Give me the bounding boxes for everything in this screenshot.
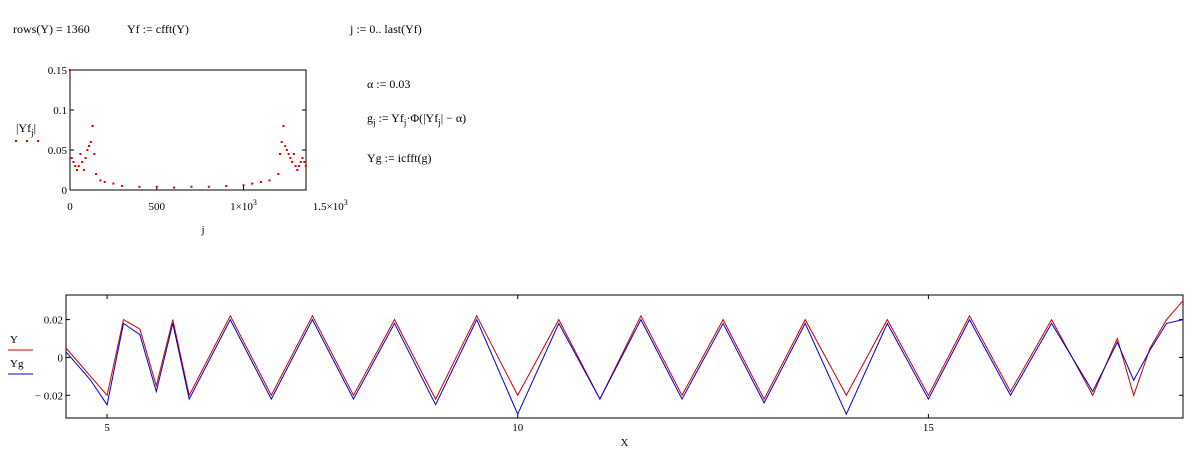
legend-marker [26, 140, 28, 142]
data-point [298, 165, 301, 167]
legend-marker [15, 140, 17, 142]
spectrum-ylabel-close: | [33, 121, 36, 135]
plot-frame [69, 69, 307, 191]
data-point [190, 185, 193, 188]
timeseries-chart[interactable]: 0.02 0 − 0.02 5 10 15 X Y Yg [0, 285, 1202, 458]
data-point [91, 125, 94, 127]
data-point [103, 181, 106, 183]
data-point [251, 182, 254, 185]
data-point [121, 185, 124, 187]
x-tick-label: 0 [67, 201, 73, 213]
rows-expression[interactable]: rows(Y) = 1360 [13, 22, 90, 36]
data-point [303, 161, 306, 163]
data-point [301, 157, 304, 159]
y-tick-label: − 0.02 [35, 390, 63, 402]
g-phi: ·Φ(|Yf [406, 111, 439, 125]
legend-markers [15, 140, 39, 142]
data-point [304, 165, 307, 167]
legend-label: Y [10, 334, 18, 346]
data-point [278, 153, 281, 155]
data-point [277, 173, 280, 175]
data-point [82, 169, 85, 171]
spectrum-chart[interactable]: 0 0.05 0.1 0.15 0 500 1×103 1.5×103 j [0, 55, 360, 245]
data-point [285, 149, 288, 151]
j-range-expression[interactable]: j := 0.. last(Yf) [350, 22, 422, 36]
series-line [65, 318, 1184, 416]
data-point [88, 145, 91, 147]
data-point [287, 153, 290, 155]
data-point [75, 169, 78, 171]
spectrum-ylabel-sub: j [31, 127, 34, 138]
series-line [65, 300, 1184, 401]
data-point [268, 179, 271, 182]
spectrum-points [69, 69, 307, 189]
x-tick-label: 1×103 [230, 198, 257, 213]
data-point [138, 185, 141, 188]
x-tick-label: 10 [512, 422, 524, 434]
yg-expression[interactable]: Yg := icfft(g) [367, 151, 432, 165]
data-point [84, 157, 87, 159]
data-point [289, 157, 292, 159]
data-point [207, 185, 210, 188]
data-point [284, 145, 287, 147]
g-lhs: g [367, 111, 373, 125]
g-phi-sub: j [438, 117, 441, 128]
y-tick-label: 0.02 [44, 315, 63, 327]
data-point [296, 169, 299, 171]
data-point [242, 184, 245, 187]
data-point [89, 141, 92, 143]
data-point [282, 125, 285, 127]
data-point [112, 182, 115, 185]
alpha-expression[interactable]: α := 0.03 [367, 77, 411, 91]
data-point [95, 173, 98, 175]
spectrum-ylabel: |Yfj| [16, 122, 36, 137]
data-point [86, 149, 89, 151]
y-tick-label: 0.15 [48, 65, 68, 77]
g-rhs: := Yf [378, 111, 404, 125]
data-point [173, 186, 176, 189]
data-point [72, 161, 75, 163]
data-point [225, 185, 228, 187]
data-point [74, 165, 77, 167]
data-point [291, 161, 294, 163]
y-tick-label: 0.05 [48, 145, 68, 157]
y-tick-label: 0 [58, 352, 64, 364]
data-point [99, 179, 102, 182]
x-tick-label: 5 [104, 422, 110, 434]
y-tick-label: 0.1 [53, 105, 67, 117]
data-point [81, 161, 84, 163]
x-axis-label: X [621, 437, 629, 449]
data-point [259, 181, 262, 183]
data-point [93, 153, 96, 155]
spectrum-ylabel-text: |Yf [16, 121, 32, 135]
x-tick-label: 500 [149, 201, 166, 213]
data-point [79, 153, 82, 155]
x-tick-label: 15 [923, 422, 935, 434]
g-rhs-sub: j [403, 117, 407, 128]
data-point [70, 157, 73, 159]
data-point [294, 165, 297, 167]
plot-frame [65, 294, 1184, 419]
g-tail: | − α) [440, 111, 467, 125]
legend-label: Yg [10, 358, 24, 370]
yf-expression[interactable]: Yf := cfft(Y) [127, 22, 189, 36]
y-tick-label: 0 [62, 185, 68, 197]
g-expression[interactable]: gj := Yfj·Φ(|Yfj| − α) [367, 112, 466, 127]
data-point [292, 153, 295, 155]
x-axis-label: j [200, 224, 204, 236]
data-point [69, 69, 71, 71]
data-point [77, 165, 80, 167]
data-point [280, 141, 283, 143]
legend-marker [37, 140, 39, 142]
data-point [299, 161, 302, 163]
x-tick-label: 1.5×103 [313, 198, 348, 213]
g-lhs-sub: j [373, 117, 376, 128]
data-point [155, 185, 158, 188]
